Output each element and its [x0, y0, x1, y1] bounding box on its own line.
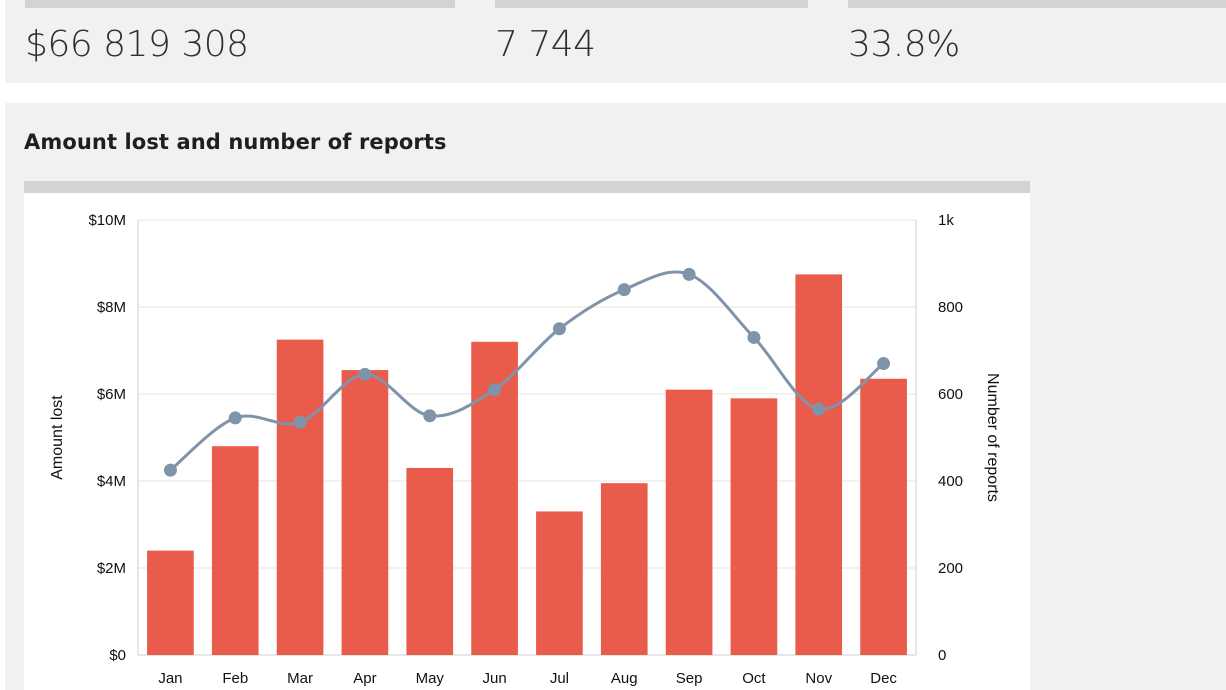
stat-percentage-bar — [848, 0, 1226, 8]
stat-reports-value: 7 744 — [495, 24, 596, 65]
x-tick-label: Sep — [676, 670, 703, 687]
bar — [147, 550, 194, 655]
bar — [276, 339, 324, 655]
reports-point — [812, 402, 826, 416]
y-tick-label: $2M — [97, 560, 126, 577]
x-tick-label: Apr — [353, 670, 376, 687]
reports-point — [293, 415, 307, 429]
y2-tick-label: 400 — [938, 473, 963, 490]
stat-percentage: 33.8% — [848, 0, 1226, 65]
x-tick-label: Oct — [742, 670, 766, 687]
bar — [211, 446, 259, 655]
y2-tick-label: 1k — [938, 212, 954, 229]
bar — [600, 483, 648, 655]
stat-percentage-value: 33.8% — [848, 24, 960, 65]
chart-panel: Amount lost and number of reports $0 0 $2M… — [5, 103, 1226, 690]
bar — [665, 389, 713, 655]
reports-point — [877, 357, 891, 371]
y-tick-label: $0 — [109, 647, 126, 664]
bar — [536, 511, 583, 655]
y-tick-label: $8M — [97, 299, 126, 316]
x-tick-label: Jul — [550, 670, 569, 687]
y-axis-title: Amount lost — [49, 395, 66, 480]
bar — [341, 370, 389, 655]
reports-point — [423, 409, 437, 423]
stat-amount-lost-value: $66 819 308 — [25, 24, 249, 65]
y2-tick-label: 800 — [938, 299, 963, 316]
x-tick-label: Jun — [482, 670, 506, 687]
bar — [730, 398, 778, 655]
stat-reports-bar — [495, 0, 808, 8]
reports-point — [552, 322, 566, 336]
stat-amount-lost: $66 819 308 — [25, 0, 455, 65]
x-tick-label: Jan — [158, 670, 182, 687]
x-tick-label: Dec — [870, 670, 897, 687]
reports-point — [228, 411, 242, 425]
bar — [860, 378, 907, 655]
x-tick-label: Mar — [287, 670, 313, 687]
reports-point — [488, 383, 502, 397]
y-tick-label: $10M — [88, 212, 126, 229]
x-tick-label: Nov — [805, 670, 832, 687]
y2-tick-label: 600 — [938, 386, 963, 403]
y-tick-label: $6M — [97, 386, 126, 403]
y2-tick-label: 0 — [938, 647, 946, 664]
reports-point — [617, 283, 631, 297]
y2-tick-label: 200 — [938, 560, 963, 577]
bar — [406, 467, 454, 655]
bar — [795, 274, 843, 655]
reports-point — [163, 463, 177, 477]
stat-amount-lost-bar — [25, 0, 455, 8]
stat-reports: 7 744 — [495, 0, 808, 65]
x-tick-label: Feb — [222, 670, 248, 687]
y2-axis-title: Number of reports — [984, 373, 1001, 502]
summary-stats-panel: $66 819 308 7 744 33.8% — [5, 0, 1226, 83]
chart-card: $0 0 $2M 200 $4M 400 $6M 600 $8M 800 $10M 1k Amount … — [24, 181, 1030, 690]
y-tick-label: $4M — [97, 473, 126, 490]
reports-point — [358, 367, 372, 381]
chart-panel-title: Amount lost and number of reports — [24, 130, 447, 154]
reports-point — [747, 330, 761, 344]
x-tick-label: Aug — [611, 670, 638, 687]
reports-point — [682, 267, 696, 281]
amount-reports-chart: $0 0 $2M 200 $4M 400 $6M 600 $8M 800 $10M 1k Amount … — [49, 212, 1001, 687]
x-tick-label: May — [416, 670, 445, 687]
